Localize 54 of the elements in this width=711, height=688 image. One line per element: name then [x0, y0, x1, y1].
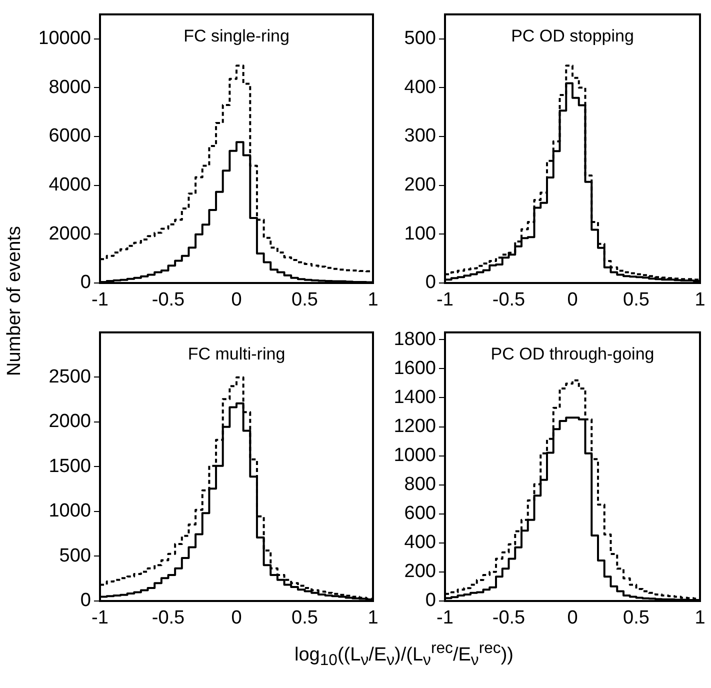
y-tick-label: 2500: [48, 366, 91, 388]
y-tick-label: 300: [404, 126, 436, 147]
x-tick-label: 0: [567, 608, 578, 629]
x-tick-label: -1: [92, 290, 108, 311]
y-tick-label: 1400: [394, 386, 436, 408]
x-tick-label: 1: [368, 608, 378, 629]
y-tick-label: 2000: [48, 223, 91, 244]
y-tick-label: 800: [404, 474, 436, 496]
x-tick-label: 0.5: [292, 608, 318, 629]
y-axis-title: Number of events: [4, 225, 26, 378]
y-tick-label: 0: [425, 272, 436, 294]
x-tick-label: 1: [694, 290, 706, 311]
text: FC multi-ring: [188, 344, 286, 364]
y-tick-label: 4000: [48, 174, 91, 196]
x-tick-label: -1: [436, 608, 454, 629]
y-tick-label: 200: [404, 174, 436, 196]
x-tick-label: 0: [567, 290, 578, 311]
x-tick-label: -0.5: [492, 290, 526, 311]
text: log$_{10}$((L$_{ν}$/E$_{ν}$)/(L$_{ν}$$^{rec}$/E$_{ν}$$^{rec}$)): [294, 640, 514, 670]
x-tick-label: 1: [694, 608, 706, 629]
y-tick-label: 100: [404, 223, 436, 244]
y-tick-label: 500: [404, 28, 436, 50]
y-tick-label: 500: [59, 545, 91, 566]
text: FC single-ring: [184, 26, 290, 46]
x-tick-label: -0.5: [152, 608, 185, 629]
x-tick-label: -1: [92, 608, 108, 629]
x-tick-label: 1: [368, 290, 378, 311]
x-tick-label: -1: [436, 290, 454, 311]
y-tick-label: 1800: [394, 328, 436, 350]
x-tick-label: 0.5: [623, 608, 650, 629]
x-tick-label: 0: [231, 290, 242, 311]
y-tick-label: 6000: [48, 126, 91, 147]
x-tick-label: -0.5: [152, 290, 185, 311]
y-tick-label: 1600: [394, 358, 436, 379]
text: PC OD through-going: [490, 344, 654, 364]
y-tick-label: 1500: [48, 456, 91, 477]
y-tick-label: 1000: [48, 500, 91, 522]
y-tick-label: 0: [80, 590, 91, 612]
y-tick-label: 1200: [394, 416, 436, 438]
y-tick-label: 400: [404, 76, 436, 98]
text: PC OD stopping: [511, 26, 634, 46]
y-tick-label: 10000: [38, 28, 91, 50]
x-tick-label: -0.5: [492, 608, 526, 629]
y-tick-label: 400: [404, 532, 436, 554]
y-tick-label: 200: [404, 561, 436, 582]
x-tick-label: 0.5: [292, 290, 318, 311]
x-tick-label: 0: [231, 608, 242, 629]
y-tick-label: 1000: [394, 445, 436, 466]
x-tick-label: 0.5: [623, 290, 650, 311]
y-tick-label: 2000: [48, 411, 91, 432]
y-tick-label: 0: [425, 590, 436, 612]
y-tick-label: 0: [80, 272, 91, 294]
y-tick-label: 600: [404, 503, 436, 524]
y-tick-label: 8000: [48, 76, 91, 98]
